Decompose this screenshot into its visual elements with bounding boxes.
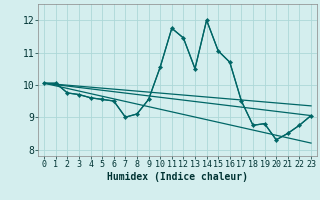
X-axis label: Humidex (Indice chaleur): Humidex (Indice chaleur): [107, 172, 248, 182]
